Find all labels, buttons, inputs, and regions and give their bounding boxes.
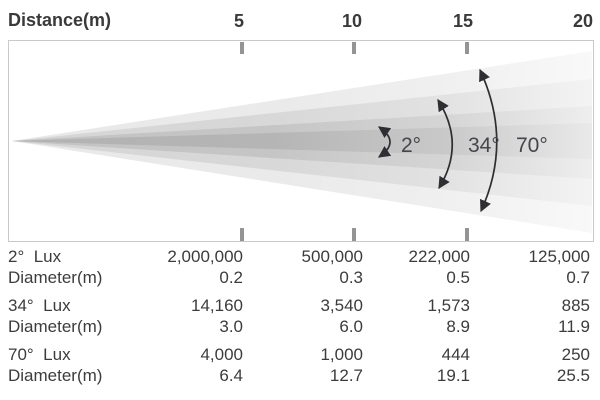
distance-axis-title: Distance(m) bbox=[8, 10, 112, 30]
row-label: Diameter(m) bbox=[8, 267, 103, 287]
cell-value: 8.9 bbox=[446, 316, 470, 336]
cell-value: 250 bbox=[561, 344, 590, 364]
angle-arc-2deg-icon bbox=[378, 126, 392, 158]
cell-value: 11.9 bbox=[558, 316, 590, 336]
distance-label-5m: 5 bbox=[233, 11, 244, 31]
tick-bottom-10m bbox=[352, 228, 356, 241]
row-label: 34° Lux bbox=[8, 295, 71, 315]
tick-bottom-5m bbox=[240, 228, 244, 241]
tick-top-5m bbox=[240, 42, 244, 54]
cell-value: 2,000,000 bbox=[167, 246, 243, 266]
photometrics-table: 2° Lux 2,000,000 500,000 222,000 125,000… bbox=[8, 246, 590, 386]
cell-value: 125,000 bbox=[528, 246, 590, 266]
beam-diagram-frame: 2° 34° 70° bbox=[8, 40, 594, 242]
angle-label-70deg: 70° bbox=[516, 134, 548, 157]
cell-value: 3.0 bbox=[219, 316, 243, 336]
row-label: 70° Lux bbox=[8, 344, 71, 364]
cell-value: 6.0 bbox=[339, 316, 363, 336]
tick-top-10m bbox=[352, 42, 356, 54]
row-label: 2° Lux bbox=[8, 246, 62, 266]
cell-value: 4,000 bbox=[200, 344, 243, 364]
cell-value: 885 bbox=[561, 295, 590, 315]
cell-value: 222,000 bbox=[408, 246, 470, 266]
cell-value: 500,000 bbox=[301, 246, 363, 266]
table-row-2deg-diameter: Diameter(m) 0.2 0.3 0.5 0.7 bbox=[8, 267, 590, 288]
cell-value: 1,000 bbox=[320, 344, 363, 364]
cell-value: 0.7 bbox=[566, 267, 590, 287]
cell-value: 6.4 bbox=[219, 365, 243, 385]
cell-value: 1,573 bbox=[427, 295, 470, 315]
cell-value: 19.1 bbox=[436, 365, 470, 385]
table-row-34deg-lux: 34° Lux 14,160 3,540 1,573 885 bbox=[8, 295, 590, 316]
distance-label-15m: 15 bbox=[452, 11, 473, 31]
cell-value: 444 bbox=[441, 344, 470, 364]
table-row-70deg-diameter: Diameter(m) 6.4 12.7 19.1 25.5 bbox=[8, 365, 590, 386]
cell-value: 3,540 bbox=[320, 295, 363, 315]
beam-diagram: 2° 34° 70° bbox=[9, 41, 593, 241]
table-row-2deg-lux: 2° Lux 2,000,000 500,000 222,000 125,000 bbox=[8, 246, 590, 267]
cell-value: 0.5 bbox=[446, 267, 470, 287]
tick-bottom-15m bbox=[465, 228, 469, 241]
cell-value: 12.7 bbox=[329, 365, 363, 385]
distance-label-10m: 10 bbox=[341, 11, 362, 31]
table-row-34deg-diameter: Diameter(m) 3.0 6.0 8.9 11.9 bbox=[8, 316, 590, 337]
cell-value: 0.2 bbox=[219, 267, 243, 287]
row-label: Diameter(m) bbox=[8, 365, 103, 385]
beam-fade-overlay bbox=[9, 41, 593, 241]
tick-top-15m bbox=[465, 42, 469, 54]
row-label: Diameter(m) bbox=[8, 316, 103, 336]
cell-value: 0.3 bbox=[339, 267, 363, 287]
angle-arc-70deg-icon bbox=[479, 68, 498, 213]
angle-label-34deg: 34° bbox=[468, 134, 500, 157]
cell-value: 14,160 bbox=[191, 295, 243, 315]
angle-arc-34deg-icon bbox=[437, 98, 454, 190]
table-row-70deg-lux: 70° Lux 4,000 1,000 444 250 bbox=[8, 344, 590, 365]
angle-label-2deg: 2° bbox=[401, 134, 421, 157]
distance-label-20m: 20 bbox=[572, 11, 593, 31]
cell-value: 25.5 bbox=[556, 365, 590, 385]
